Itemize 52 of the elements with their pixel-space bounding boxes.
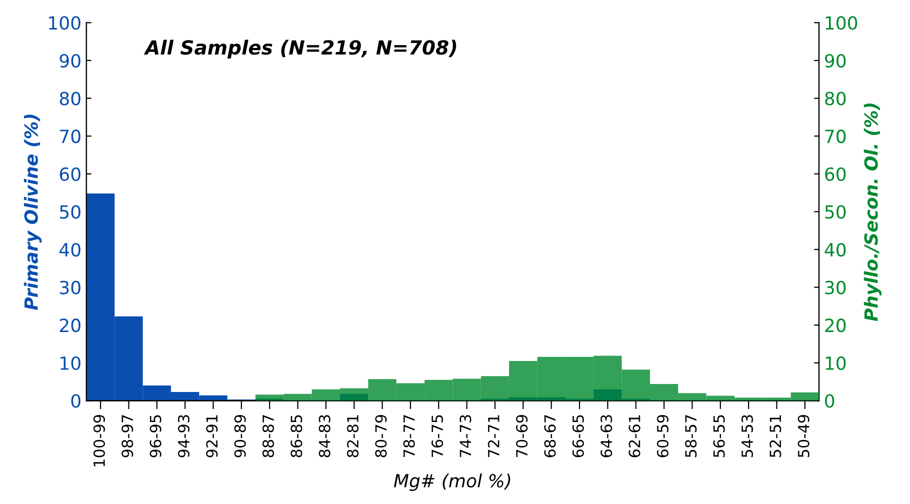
x-tick-label: 88-87: [262, 415, 274, 458]
y2-tick-label: 90: [825, 54, 846, 68]
y2-tick-label: 10: [826, 356, 846, 370]
y-tick-label: 10: [60, 356, 80, 370]
y-tick-label: 20: [60, 318, 80, 332]
x-tick-label: 72-71: [488, 415, 500, 458]
y2-tick-label: 60: [825, 167, 846, 181]
x-tick-label: 64-63: [600, 415, 612, 458]
x-tick-label: 58-57: [685, 415, 697, 458]
y2-axis-title: Phyllo./Secon. Ol. (%): [864, 104, 882, 322]
y-tick-label: 100: [49, 16, 80, 30]
y2-tick-label: 30: [825, 280, 846, 294]
x-tick-label: 56-55: [713, 415, 725, 458]
x-tick-label: 82-81: [346, 415, 359, 458]
y-tick-label: 70: [60, 130, 80, 144]
y2-tick-label: 20: [825, 318, 846, 332]
x-tick-label: 98-97: [122, 415, 134, 458]
x-axis-title: Mg# (mol %): [394, 474, 510, 492]
x-tick-label: 70-69: [516, 414, 528, 458]
x-tick-label: 84-83: [318, 415, 330, 458]
y2-tick-label: 0: [825, 394, 834, 408]
y2-tick-label: 40: [824, 242, 846, 257]
x-tick-label: 90-89: [234, 414, 246, 458]
x-tick-label: 100-99: [93, 414, 105, 466]
x-tick-label: 60-59: [656, 414, 668, 458]
x-tick-label: 62-61: [628, 415, 640, 458]
text: All Samples (N=219, N=708): [144, 40, 456, 59]
x-tick-label: 52-51: [770, 415, 782, 458]
y2-tick-label: 70: [825, 130, 846, 144]
x-tick-label: 66-65: [572, 415, 584, 458]
x-tick-label: 76-75: [432, 415, 444, 458]
y-tick-label: 0: [71, 394, 80, 408]
x-tick-label: 78-77: [403, 415, 415, 458]
y2-tick-label: 80: [825, 92, 846, 106]
y2-tick-label: 50: [825, 205, 846, 219]
y2-tick-label: 100: [826, 16, 858, 30]
x-tick-label: 92-91: [206, 415, 218, 458]
x-tick-label: 74-73: [460, 415, 472, 458]
x-tick-label: 54-53: [741, 415, 753, 458]
x-tick-label: 50-49: [798, 414, 810, 458]
x-tick-label: 68-67: [544, 415, 556, 458]
y-axis-title: Primary Olivine (%): [24, 114, 42, 310]
x-tick-label: 80-79: [375, 414, 387, 458]
y-tick-label: 90: [60, 54, 80, 68]
x-tick-label: 86-85: [290, 415, 302, 458]
y-tick-label: 30: [60, 280, 80, 294]
x-tick-label: 94-93: [178, 415, 190, 458]
y-tick-label: 80: [60, 92, 80, 106]
y-tick-label: 60: [60, 167, 80, 181]
y-tick-label: 40: [59, 242, 80, 257]
x-tick-label: 96-95: [150, 415, 162, 458]
y-tick-label: 50: [60, 205, 80, 219]
